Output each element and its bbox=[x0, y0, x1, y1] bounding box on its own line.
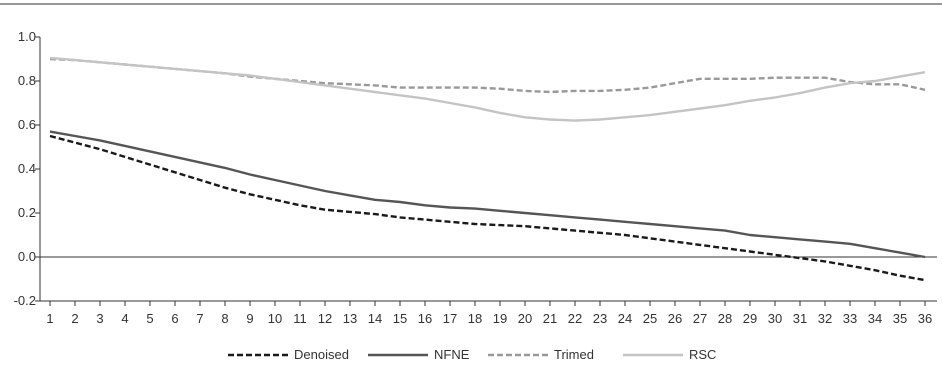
y-tick-label: 0.2 bbox=[18, 205, 36, 220]
y-tick-label: 0.0 bbox=[18, 249, 36, 264]
x-tick-label: 28 bbox=[718, 311, 732, 326]
x-tick-label: 12 bbox=[318, 311, 332, 326]
series-line-denoised bbox=[49, 134, 926, 282]
y-tick-label: 0.8 bbox=[18, 73, 36, 88]
y-axis: -0.2 0.0 0.2 0.4 0.6 0.8 1.0 bbox=[14, 29, 41, 308]
legend-label-nfne: NFNE bbox=[434, 347, 470, 362]
x-tick-label: 21 bbox=[543, 311, 557, 326]
x-tick-label: 22 bbox=[568, 311, 582, 326]
x-tick-label: 19 bbox=[493, 311, 507, 326]
x-tick-label: 10 bbox=[268, 311, 282, 326]
x-tick-label: 7 bbox=[196, 311, 203, 326]
x-tick-label: 27 bbox=[693, 311, 707, 326]
series-line-rsc bbox=[49, 56, 926, 122]
y-tick-label: 0.4 bbox=[18, 161, 36, 176]
x-tick-label: 1 bbox=[46, 311, 53, 326]
x-tick-label: 24 bbox=[618, 311, 632, 326]
x-tick-label: 36 bbox=[918, 311, 932, 326]
legend: Denoised NFNE Trimed RSC bbox=[228, 347, 716, 362]
series-layer bbox=[49, 56, 926, 282]
y-tick-label: 1.0 bbox=[18, 29, 36, 44]
x-tick-label: 26 bbox=[668, 311, 682, 326]
x-tick-label: 9 bbox=[246, 311, 253, 326]
x-tick-label: 3 bbox=[96, 311, 103, 326]
legend-label-denoised: Denoised bbox=[294, 347, 349, 362]
legend-label-trimed: Trimed bbox=[554, 347, 594, 362]
x-tick-label: 29 bbox=[743, 311, 757, 326]
x-tick-label: 25 bbox=[643, 311, 657, 326]
y-tick-label: -0.2 bbox=[14, 293, 36, 308]
x-tick-label: 16 bbox=[418, 311, 432, 326]
x-axis: 1 2 3 4 5 6 7 8 9 10 11 12 13 14 15 16 17 18 19 20 21 22 23 24 2… bbox=[40, 256, 937, 326]
x-tick-label: 15 bbox=[393, 311, 407, 326]
series-line-nfne bbox=[49, 130, 926, 259]
x-tick-label: 5 bbox=[146, 311, 153, 326]
y-tick-label: 0.6 bbox=[18, 117, 36, 132]
x-tick-label: 14 bbox=[368, 311, 382, 326]
x-tick-label: 31 bbox=[793, 311, 807, 326]
x-tick-label: 11 bbox=[293, 311, 307, 326]
x-tick-label: 35 bbox=[893, 311, 907, 326]
x-tick-label: 4 bbox=[121, 311, 128, 326]
x-tick-label: 8 bbox=[221, 311, 228, 326]
series-line-trimed bbox=[49, 57, 926, 94]
x-tick-label: 6 bbox=[171, 311, 178, 326]
x-tick-label: 20 bbox=[518, 311, 532, 326]
x-tick-label: 32 bbox=[818, 311, 832, 326]
x-tick-label: 17 bbox=[443, 311, 457, 326]
x-tick-label: 34 bbox=[868, 311, 882, 326]
x-tick-label: 18 bbox=[468, 311, 482, 326]
x-tick-label: 2 bbox=[71, 311, 78, 326]
x-tick-label: 23 bbox=[593, 311, 607, 326]
x-tick-label: 13 bbox=[343, 311, 357, 326]
x-tick-label: 30 bbox=[768, 311, 782, 326]
legend-label-rsc: RSC bbox=[689, 347, 716, 362]
x-tick-label: 33 bbox=[843, 311, 857, 326]
